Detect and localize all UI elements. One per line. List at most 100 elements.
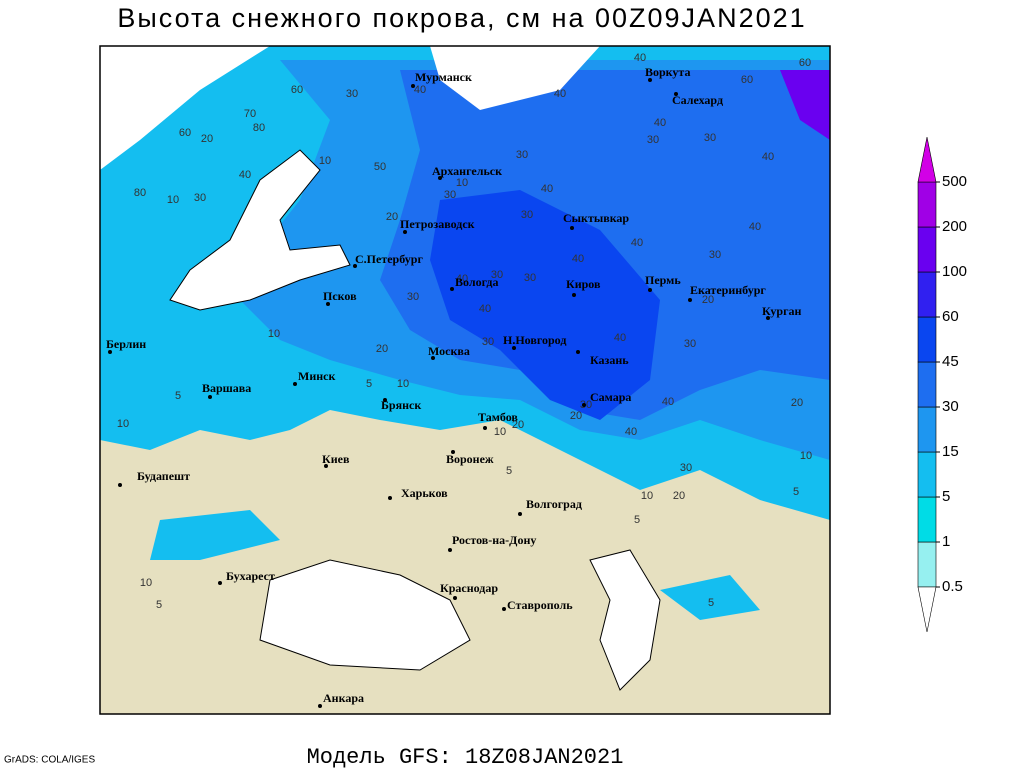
colorbar-segment [917,406,937,453]
city-dot [572,293,576,297]
city-dot [518,512,522,516]
city-label: Курган [762,304,802,318]
contour-label: 20 [201,133,213,145]
contour-label: 30 [482,336,494,348]
contour-label: 40 [414,84,426,96]
city-label: С.Петербург [355,252,423,266]
contour-label: 30 [491,269,503,281]
colorbar-label: 0.5 [942,578,963,595]
city-dot [453,596,457,600]
colorbar-label: 45 [942,353,959,370]
model-label: Модель GFS: 18Z08JAN2021 [307,745,624,768]
contour-label: 60 [799,57,811,69]
city-dot [648,288,652,292]
city-label: Екатеринбург [690,283,766,297]
colorbar-label: 500 [942,173,967,190]
city-dot [448,548,452,552]
city-dot [293,382,297,386]
city-label: Архангельск [432,164,502,178]
contour-label: 80 [134,187,146,199]
city-dot [450,287,454,291]
colorbar-label: 200 [942,218,967,235]
city-label: Салехард [672,93,723,107]
city-dot [576,350,580,354]
footer-left: GrADS: COLA/IGES [4,755,95,766]
city-label: Минск [298,369,335,383]
contour-label: 40 [239,169,251,181]
city-dot [502,607,506,611]
contour-label: 40 [762,151,774,163]
city-label: Краснодар [440,581,498,595]
contour-label: 10 [397,378,409,390]
contour-label: 40 [654,117,666,129]
contour-label: 20 [570,410,582,422]
contour-label: 30 [680,462,692,474]
city-dot [674,92,678,96]
colorbar-segment [917,451,937,498]
city-label: Казань [590,353,629,367]
contour-label: 5 [366,378,372,390]
city-label: Вологда [455,275,499,289]
colorbar-label: 5 [942,488,950,505]
city-label: Киев [322,452,350,466]
snow-cover [660,575,760,620]
colorbar-label: 30 [942,398,959,415]
contour-label: 20 [673,490,685,502]
contour-label: 30 [684,338,696,350]
contour-label: 30 [444,189,456,201]
city-label: Москва [428,344,470,358]
city-dot [411,84,415,88]
contour-label: 30 [709,249,721,261]
snow-cover [430,190,660,420]
contour-label: 80 [253,122,265,134]
city-label: Воркута [645,65,690,79]
contour-label: 30 [580,399,592,411]
contour-label: 40 [634,52,646,64]
contour-label: 20 [791,397,803,409]
contour-label: 5 [708,597,714,609]
city-dot [383,398,387,402]
colorbar-label: 15 [942,443,959,460]
map-frame [99,45,831,715]
contour-label: 40 [625,426,637,438]
city-label: Варшава [202,381,251,395]
contour-label: 10 [117,418,129,430]
city-label: Будапешт [137,469,190,483]
contour-label: 10 [494,426,506,438]
city-dot [403,230,407,234]
city-dot [353,264,357,268]
city-dot [388,496,392,500]
contour-label: 30 [647,134,659,146]
contour-label: 30 [407,291,419,303]
city-dot [582,403,586,407]
contour-label: 30 [524,272,536,284]
contour-label: 60 [291,84,303,96]
contour-label: 40 [572,253,584,265]
city-label: Тамбов [478,410,518,424]
city-dot [483,426,487,430]
colorbar-label: 100 [942,263,967,280]
snow-cover [780,70,830,140]
contour-label: 20 [376,343,388,355]
contour-label: 20 [512,419,524,431]
city-label: Самара [590,390,631,404]
contour-label: 10 [456,177,468,189]
city-label: Пермь [645,273,681,287]
colorbar-label: 60 [942,308,959,325]
contour-label: 60 [741,74,753,86]
colorbar-segment [917,316,937,363]
city-label: Берлин [106,337,146,351]
city-dot [326,302,330,306]
contour-label: 5 [156,599,162,611]
map [99,45,831,715]
contour-label: 5 [634,514,640,526]
contour-label: 30 [521,209,533,221]
city-label: Сыктывкар [563,211,629,225]
contour-label: 50 [374,161,386,173]
sea [430,46,600,110]
contour-label: 30 [194,192,206,204]
city-dot [451,450,455,454]
contour-label: 5 [793,486,799,498]
city-label: Мурманск [415,70,472,84]
